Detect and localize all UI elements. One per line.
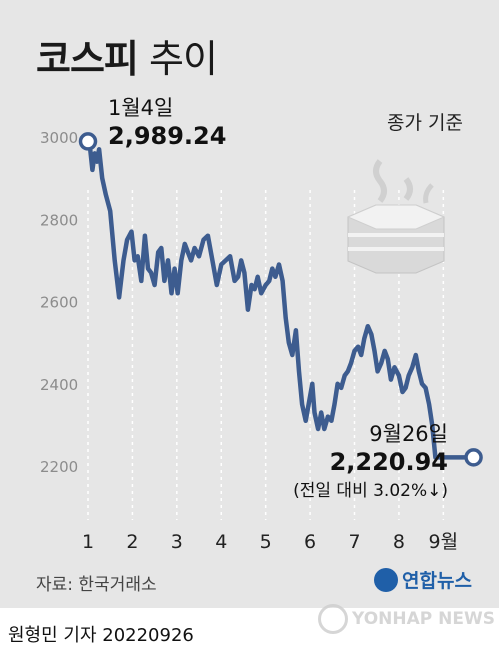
yonhap-logo-text: 연합뉴스 — [402, 570, 472, 592]
start-annotation: 1월4일 2,989.24 — [108, 92, 226, 150]
y-tick-label: 2400 — [40, 376, 78, 394]
grid-lines — [87, 190, 445, 520]
title-light: 추이 — [148, 37, 218, 81]
yonhap-logo-icon — [374, 567, 398, 592]
byline: 원형민 기자 20220926 — [8, 625, 194, 646]
coin-stack-icon — [346, 159, 446, 274]
chart-title: 코스피 추이 — [36, 28, 218, 83]
x-tick-label: 5 — [260, 531, 272, 553]
start-point-marker — [78, 132, 98, 151]
end-annotation: 9월26일 2,220.94 (전일 대비 3.02%↓) — [0, 418, 448, 501]
source-label: 자료: 한국거래소 — [36, 575, 157, 595]
title-bold: 코스피 — [36, 37, 139, 81]
y-tick-label: 2800 — [40, 211, 78, 229]
watermark-icon — [318, 604, 348, 634]
x-tick-label: 6 — [304, 531, 316, 553]
kospi-line — [85, 139, 476, 460]
y-tick-labels: 3000 2800 2600 2400 2200 — [40, 129, 78, 476]
line-chart: 3000 2800 2600 2400 2200 1 2 3 4 5 6 7 8 9월 — [40, 129, 483, 553]
end-point-marker — [464, 448, 483, 467]
x-tick-label: 7 — [348, 531, 360, 553]
x-tick-labels: 1 2 3 4 5 6 7 8 9월 — [82, 531, 458, 553]
x-tick-label: 1 — [82, 531, 94, 553]
start-value-label: 2,989.24 — [108, 122, 227, 150]
x-tick-label: 8 — [393, 531, 405, 553]
yonhap-logo: 연합뉴스 — [374, 566, 472, 593]
x-tick-label: 9월 — [429, 531, 459, 553]
watermark-text: YONHAP NEWS — [352, 609, 495, 629]
x-tick-label: 4 — [215, 531, 227, 553]
watermark: YONHAP NEWS — [318, 604, 495, 634]
y-tick-label: 3000 — [40, 129, 78, 147]
x-tick-label: 3 — [171, 531, 183, 553]
closing-basis-note: 종가 기준 — [387, 112, 463, 134]
start-date-label: 1월4일 — [108, 96, 174, 120]
y-tick-label: 2200 — [40, 458, 78, 476]
end-date-label: 9월26일 — [369, 422, 448, 446]
y-tick-label: 2600 — [40, 294, 78, 312]
end-change-label: (전일 대비 3.02%↓) — [293, 481, 448, 501]
end-value-label: 2,220.94 — [329, 448, 448, 476]
x-tick-label: 2 — [126, 531, 138, 553]
